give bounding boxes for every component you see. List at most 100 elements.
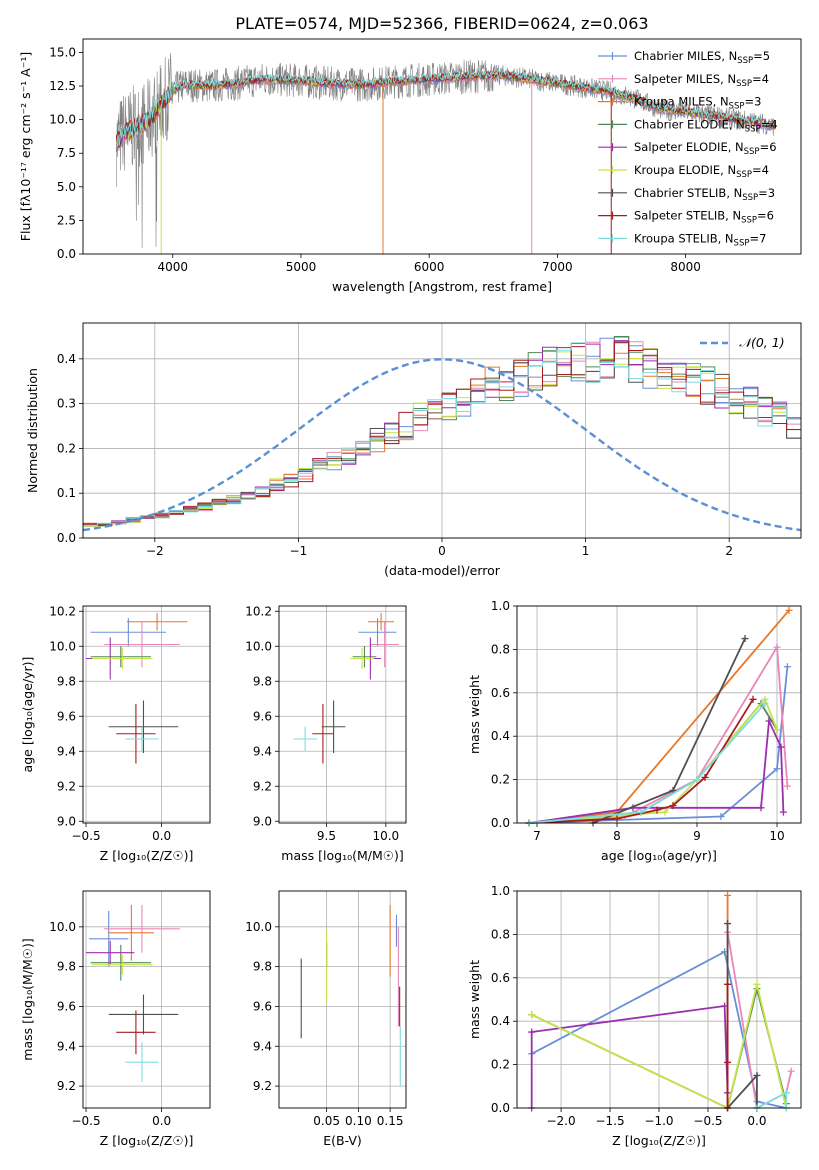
- y-tick-label: 0.6: [491, 971, 510, 985]
- y-tick-label: 9.8: [253, 960, 272, 974]
- y-tick-label: 9.0: [57, 814, 76, 828]
- panel-weight_vs_Z: −2.0 −1.5 −1.0 −0.5 0.0 0.0 0.2 0.4 0.6 0.8 1.0 Z […: [467, 884, 802, 1148]
- axes-frame: [278, 890, 407, 1109]
- mass-weight-marker: [724, 891, 732, 899]
- histogram-step-line: [82, 348, 801, 538]
- legend-label-sub: SSP: [745, 124, 761, 134]
- mass-weight-marker: [724, 980, 732, 988]
- mass-weight-marker: [753, 980, 761, 988]
- mass-weight-marker: [765, 717, 773, 725]
- legend-label-sub: SSP: [741, 216, 757, 226]
- y-tick-label: 9.2: [57, 1079, 76, 1093]
- x-tick-label: 0.10: [345, 1114, 372, 1128]
- y-tick-label: 0.4: [491, 1014, 510, 1028]
- x-tick-label: 9: [693, 829, 701, 843]
- y-tick-label: 9.6: [57, 709, 76, 723]
- y-tick-label: 0.2: [491, 773, 510, 787]
- x-tick-label: −0.5: [693, 1114, 722, 1128]
- y-tick-label: 0.8: [491, 642, 510, 656]
- y-axis-label: mass [log₁₀(M/M☉)]: [20, 938, 35, 1060]
- legend-label-main: Salpeter ELODIE, N: [634, 140, 744, 154]
- mass-weight-marker: [773, 765, 781, 773]
- mass-weight-marker: [528, 1028, 536, 1036]
- x-tick-label: 9.5: [317, 829, 336, 843]
- y-tick-label: 1.0: [491, 599, 510, 613]
- y-tick-label: 0.0: [57, 531, 76, 545]
- panel-mass_vs_Z: −0.5 0.0 9.2 9.4 9.6 9.8 10.0 Z [log₁₀(Z/Z☉)] ma…: [20, 890, 211, 1148]
- y-axis-label: mass weight: [467, 960, 482, 1039]
- y-tick-label: 0.4: [491, 729, 510, 743]
- y-tick-label: 0.3: [57, 397, 76, 411]
- x-axis-label: (data-model)/error: [384, 563, 501, 578]
- mass-weight-marker: [757, 804, 765, 812]
- mass-weight-marker: [693, 776, 701, 784]
- y-tick-label: 0.0: [491, 816, 510, 830]
- x-axis-label: age [log₁₀(age/yr)]: [601, 848, 717, 863]
- spectrum-legend: Chabrier MILES, N SSP =5 Salpeter MILES, N S…: [598, 49, 778, 248]
- y-tick-label: 9.6: [253, 709, 272, 723]
- legend-label-suffix: =6: [760, 140, 777, 154]
- mass-weight-marker: [528, 1011, 536, 1019]
- x-tick-label: 2: [725, 544, 733, 558]
- mass-weight-marker: [653, 806, 661, 814]
- x-axis-label: wavelength [Angstrom, rest frame]: [332, 279, 552, 294]
- mass-weight-line: [756, 1091, 788, 1109]
- y-tick-label: 12.5: [49, 79, 76, 93]
- y-tick-label: 9.4: [57, 744, 76, 758]
- x-tick-label: 10.0: [372, 829, 399, 843]
- mass-weight-marker: [613, 815, 621, 823]
- y-tick-label: 10.0: [245, 920, 272, 934]
- legend-label-suffix: =4: [752, 72, 769, 86]
- y-tick-label: 10.0: [245, 639, 272, 653]
- x-axis-label: E(B-V): [323, 1133, 362, 1148]
- x-tick-label: 0: [438, 544, 446, 558]
- legend-label: Kroupa MILES, NSSP=3: [634, 95, 761, 112]
- panel-weight_vs_age: 7 8 9 10 0.0 0.2 0.4 0.6 0.8 1.0 age [log₁₀(age/yr…: [467, 599, 802, 863]
- y-tick-label: 10.0: [49, 113, 76, 127]
- legend-label-main: Kroupa MILES, N: [634, 95, 729, 109]
- x-tick-label: 4000: [157, 260, 188, 274]
- x-tick-label: −1.5: [595, 1114, 624, 1128]
- y-tick-label: 5.0: [57, 180, 76, 194]
- axes-frame: [82, 890, 211, 1109]
- x-tick-label: −0.5: [71, 1114, 100, 1128]
- x-tick-label: 6000: [414, 260, 445, 274]
- legend-label-main: Salpeter MILES, N: [634, 72, 736, 86]
- axes-frame: [82, 38, 802, 255]
- legend-label-suffix: =3: [758, 186, 775, 200]
- mass-weight-marker: [661, 808, 669, 816]
- legend-label-suffix: =4: [761, 117, 778, 131]
- y-tick-label: 7.5: [57, 146, 76, 160]
- y-axis-label: mass weight: [467, 675, 482, 754]
- legend-label-sub: SSP: [744, 147, 760, 157]
- mass-weight-marker: [785, 606, 793, 614]
- mass-weight-marker: [749, 695, 757, 703]
- legend-label-sub: SSP: [742, 193, 758, 203]
- mass-weight-marker: [717, 812, 725, 820]
- mass-weight-marker: [724, 920, 732, 928]
- axes-frame: [82, 322, 802, 539]
- x-axis-label: Z [log₁₀(Z/Z☉)]: [100, 1133, 194, 1148]
- panel-mass_vs_ebv: 0.05 0.10 0.15 9.2 9.4 9.6 9.8 10.0 E(B-V): [245, 890, 407, 1148]
- y-tick-label: 0.2: [491, 1058, 510, 1072]
- mass-weight-line: [528, 698, 754, 824]
- mass-weight-marker: [761, 700, 769, 708]
- y-tick-label: 10.2: [245, 604, 272, 618]
- y-tick-label: 9.8: [57, 960, 76, 974]
- histogram-step-line: [82, 342, 801, 538]
- legend-label-main: Chabrier MILES, N: [634, 49, 737, 63]
- x-axis-label: mass [log₁₀(M/M☉)]: [281, 848, 403, 863]
- y-tick-label: 0.1: [57, 486, 76, 500]
- normal-distribution-curve: [82, 358, 802, 532]
- y-tick-label: 10.2: [49, 604, 76, 618]
- legend-label: 𝒩(0, 1): [739, 335, 785, 350]
- observed-spectrum-line: [116, 52, 776, 249]
- x-tick-label: −1: [290, 544, 308, 558]
- x-tick-label: 1: [582, 544, 590, 558]
- mass-weight-marker: [777, 743, 785, 751]
- legend-label-suffix: =5: [753, 49, 770, 63]
- mass-weight-marker: [724, 1058, 732, 1066]
- mass-weight-line: [531, 984, 788, 1110]
- mass-weight-marker: [741, 635, 749, 643]
